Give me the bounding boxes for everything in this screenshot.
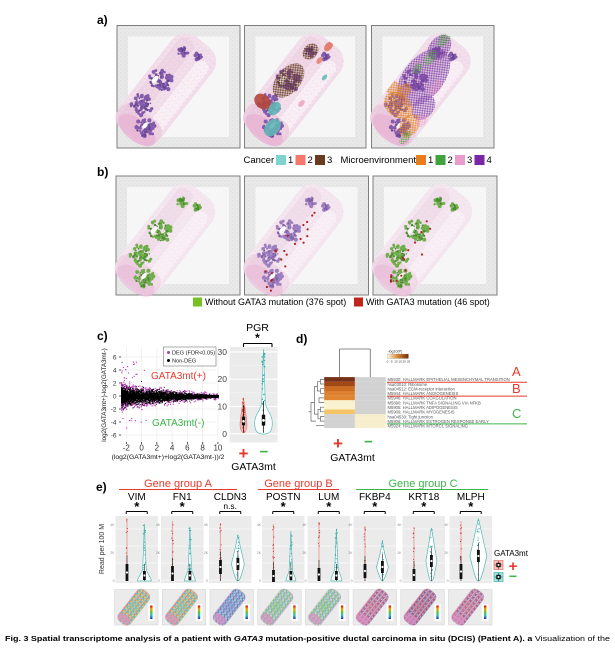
- svg-text:1: 1: [288, 155, 293, 166]
- svg-text:d): d): [296, 332, 307, 346]
- svg-text:2: 2: [448, 155, 453, 166]
- svg-text:e): e): [96, 480, 107, 494]
- svg-text:a): a): [97, 13, 108, 27]
- svg-text:1: 1: [428, 155, 433, 166]
- svg-text:Without GATA3 mutation (376 sp: Without GATA3 mutation (376 spot): [205, 297, 346, 307]
- svg-text:With GATA3 mutation (46 spot): With GATA3 mutation (46 spot): [366, 297, 490, 307]
- svg-text:c): c): [97, 329, 108, 343]
- svg-text:Microenvironment: Microenvironment: [341, 155, 417, 166]
- svg-text:b): b): [97, 165, 108, 179]
- svg-text:2: 2: [308, 155, 313, 166]
- svg-text:4: 4: [487, 155, 492, 166]
- svg-text:3: 3: [327, 155, 332, 166]
- svg-text:Cancer: Cancer: [244, 155, 275, 166]
- svg-text:3: 3: [467, 155, 472, 166]
